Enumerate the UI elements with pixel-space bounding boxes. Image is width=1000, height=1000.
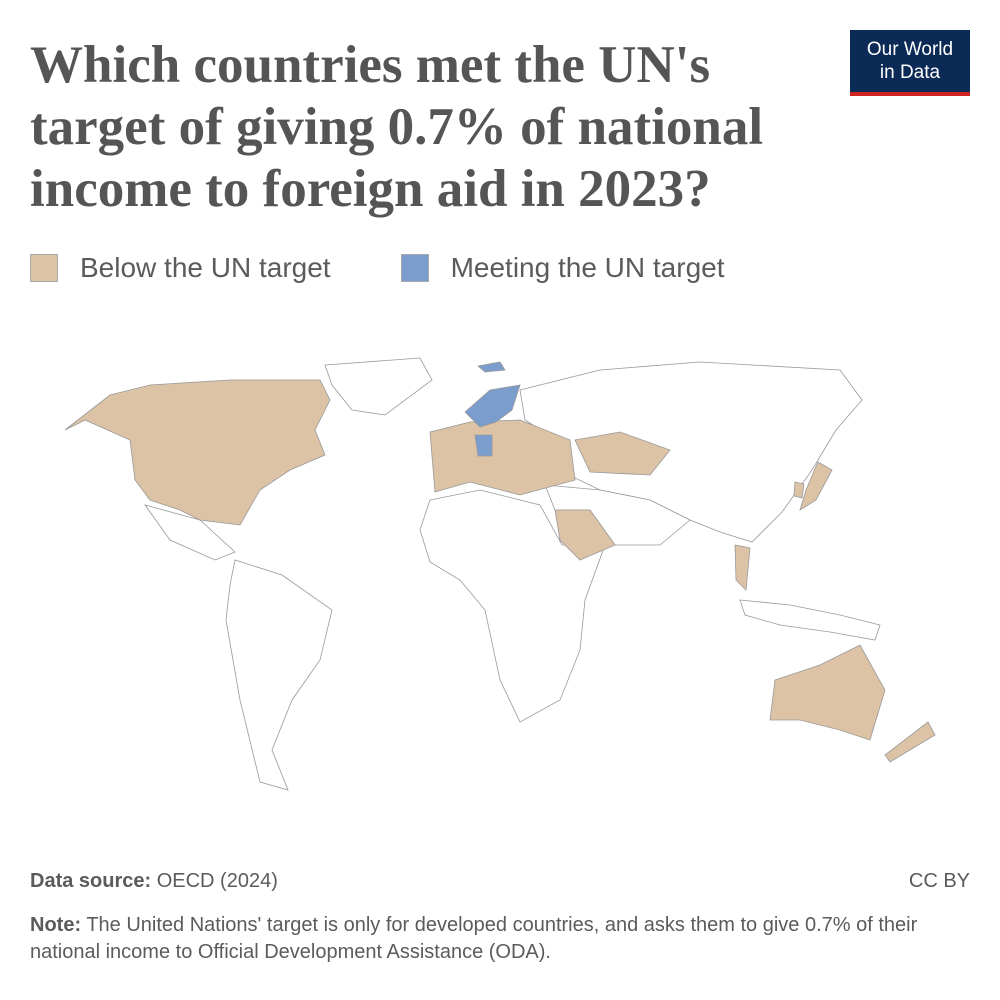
- legend-label: Meeting the UN target: [450, 252, 725, 283]
- below-target-regions: [64, 379, 936, 763]
- logo-text: Our World: [866, 39, 954, 60]
- new-zealand: [884, 721, 936, 763]
- world-map: [64, 357, 936, 791]
- source: OECD (2024): [156, 870, 278, 892]
- note: Note: The United Nations' target is only…: [30, 912, 970, 966]
- note-text: The United Nations' target is only for d…: [30, 914, 918, 963]
- legend-swatch: [400, 254, 429, 282]
- no-data-regions: [144, 357, 881, 791]
- logo[interactable]: Our World in Data: [850, 30, 970, 96]
- source-label: Data source:: [30, 870, 152, 892]
- japan: [799, 461, 833, 511]
- legend-item: Meeting the UN target: [400, 252, 725, 284]
- south-america: [225, 559, 333, 791]
- australia: [769, 644, 886, 741]
- kazakhstan: [574, 431, 671, 476]
- mexico: [144, 504, 236, 561]
- legend-swatch: [30, 254, 58, 282]
- saudi-arabia: [554, 509, 616, 561]
- legend-label: Below the UN target: [80, 252, 331, 283]
- legend-item: Below the UN target: [30, 252, 331, 284]
- thailand: [734, 544, 751, 591]
- source-line: Data source: OECD (2024) CC BY: [30, 868, 970, 895]
- africa: [419, 489, 606, 723]
- logo-text: in Data: [879, 62, 941, 83]
- legend: Below the UN target Meeting the UN targe…: [30, 252, 725, 284]
- meeting-target-regions: [464, 361, 521, 457]
- scandinavia: [464, 384, 521, 428]
- north-america: [64, 379, 331, 526]
- iceland: [477, 361, 506, 373]
- note-label: Note:: [30, 914, 82, 936]
- greenland: [324, 357, 433, 416]
- license[interactable]: CC BY: [908, 870, 970, 892]
- title: Which countries met the UN's target of g…: [30, 36, 764, 218]
- korea: [793, 481, 805, 499]
- germany: [474, 434, 493, 457]
- indonesia: [739, 599, 881, 641]
